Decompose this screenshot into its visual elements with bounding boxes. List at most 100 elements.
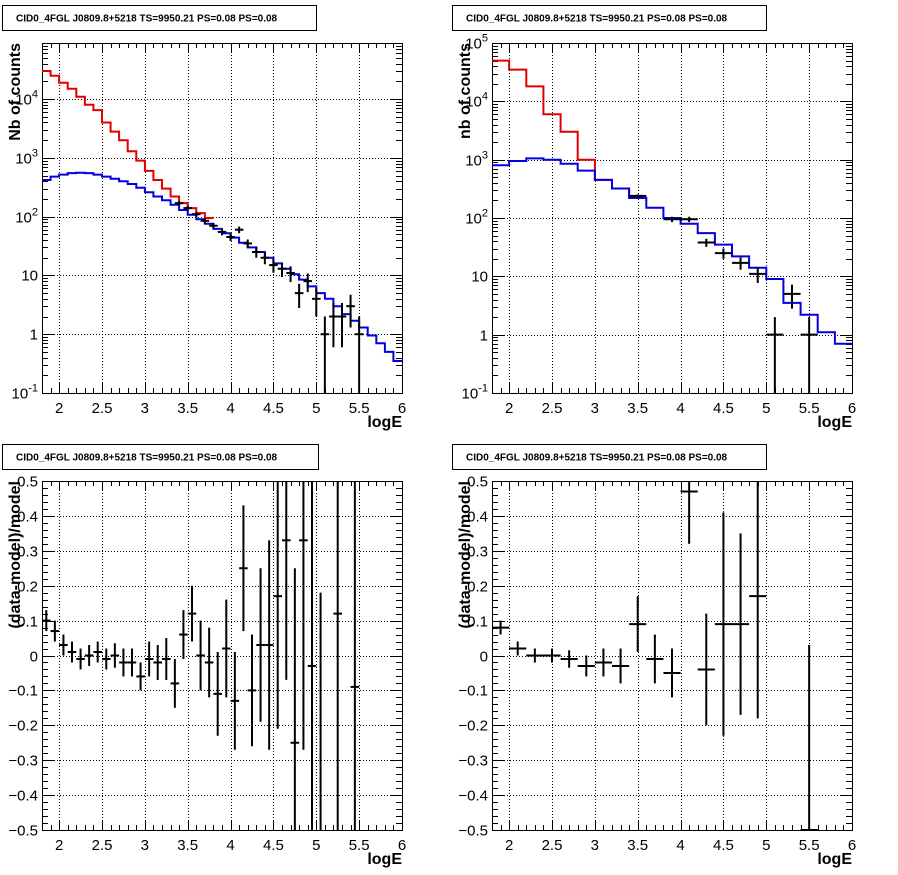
x-tick-label: 4 <box>676 400 684 417</box>
y-tick-label: 0.5 <box>17 474 38 491</box>
x-tick-label: 3.5 <box>627 400 648 417</box>
y-tick-label: 10-1 <box>12 383 38 403</box>
plot-frame <box>42 43 403 394</box>
y-tick-label: 0.3 <box>467 544 488 561</box>
x-tick-label: 4.5 <box>263 837 284 854</box>
y-tick-label: 104 <box>465 91 488 111</box>
x-tick-label: 3 <box>591 837 599 854</box>
y-tick-label: 0.1 <box>467 614 488 631</box>
chart-panel-3: CID0_4FGL J0809.8+5218 TS=9950.21 PS=0.0… <box>2 444 406 868</box>
x-tick-label: 5 <box>762 837 770 854</box>
x-tick-label: 3.5 <box>177 400 198 417</box>
x-tick-label: 4 <box>676 837 684 854</box>
y-tick-label: −0.5 <box>458 823 488 840</box>
x-axis-label: logE <box>367 414 402 431</box>
y-tick-label: −0.4 <box>8 788 38 805</box>
chart-panel-4: CID0_4FGL J0809.8+5218 TS=9950.21 PS=0.0… <box>452 444 856 868</box>
histogram-series-2 <box>42 171 402 362</box>
plot-area <box>42 70 402 393</box>
x-tick-label: 2 <box>505 837 513 854</box>
x-tick-label: 4.5 <box>263 400 284 417</box>
x-tick-label: 5 <box>312 837 320 854</box>
y-tick-label: 0.5 <box>467 474 488 491</box>
x-tick-label: 2.5 <box>542 837 563 854</box>
x-tick-label: 5.5 <box>349 837 370 854</box>
panel-title: CID0_4FGL J0809.8+5218 TS=9950.21 PS=0.0… <box>16 14 278 25</box>
x-tick-label: 2 <box>55 400 63 417</box>
panel-title: CID0_4FGL J0809.8+5218 TS=9950.21 PS=0.0… <box>16 453 278 464</box>
x-axis-label: logE <box>817 414 852 431</box>
y-tick-label: 0 <box>30 649 38 666</box>
y-axis-label: (data-model)/model <box>7 481 24 629</box>
y-tick-label: 10 <box>21 268 38 285</box>
y-tick-label: −0.2 <box>8 718 38 735</box>
y-tick-label: −0.1 <box>458 683 488 700</box>
title-box <box>452 5 767 31</box>
y-tick-label: 103 <box>15 148 38 168</box>
x-axis-label: logE <box>367 851 402 868</box>
x-tick-label: 3 <box>591 400 599 417</box>
y-tick-label: 1 <box>30 327 38 344</box>
histogram-series-2 <box>492 157 852 345</box>
x-tick-label: 4 <box>226 837 234 854</box>
x-tick-label: 2.5 <box>542 400 563 417</box>
y-tick-label: −0.2 <box>458 718 488 735</box>
title-box <box>2 444 319 470</box>
plot-area <box>42 481 360 830</box>
x-tick-label: 4 <box>226 400 234 417</box>
y-tick-label: 105 <box>465 33 488 53</box>
plot-area <box>492 481 818 830</box>
y-tick-label: 102 <box>15 207 38 227</box>
x-tick-label: 3.5 <box>177 837 198 854</box>
y-axis-label: Nb of counts <box>7 43 24 141</box>
y-tick-label: 0 <box>480 649 488 666</box>
y-tick-label: −0.3 <box>8 753 38 770</box>
panel-title: CID0_4FGL J0809.8+5218 TS=9950.21 PS=0.0… <box>466 453 728 464</box>
x-tick-label: 2 <box>55 837 63 854</box>
x-tick-label: 6 <box>398 837 406 854</box>
x-tick-label: 2 <box>505 400 513 417</box>
panel-title: CID0_4FGL J0809.8+5218 TS=9950.21 PS=0.0… <box>466 14 728 25</box>
title-box <box>2 5 317 31</box>
y-axis-label: (data-model)/model <box>457 481 474 629</box>
y-tick-label: 10-1 <box>462 383 488 403</box>
x-tick-label: 2.5 <box>92 837 113 854</box>
chart-panel-2: CID0_4FGL J0809.8+5218 TS=9950.21 PS=0.0… <box>452 5 856 431</box>
x-tick-label: 5 <box>312 400 320 417</box>
y-tick-label: 1 <box>480 328 488 345</box>
y-tick-label: 0.1 <box>17 614 38 631</box>
title-box <box>452 444 767 470</box>
y-tick-label: 0.4 <box>17 509 38 526</box>
x-tick-label: 3 <box>141 400 149 417</box>
x-tick-label: 5.5 <box>799 400 820 417</box>
x-tick-label: 3 <box>141 837 149 854</box>
y-tick-label: 102 <box>465 208 488 228</box>
x-tick-label: 6 <box>398 400 406 417</box>
x-tick-label: 2.5 <box>92 400 113 417</box>
y-tick-label: −0.1 <box>8 683 38 700</box>
x-tick-label: 6 <box>848 837 856 854</box>
x-axis-label: logE <box>817 851 852 868</box>
y-tick-label: 104 <box>15 89 38 109</box>
y-tick-label: −0.4 <box>458 788 488 805</box>
y-tick-label: 10 <box>471 269 488 286</box>
chart-panel-1: CID0_4FGL J0809.8+5218 TS=9950.21 PS=0.0… <box>2 5 406 431</box>
plot-area <box>492 59 852 393</box>
y-tick-label: 0.2 <box>17 579 38 596</box>
y-tick-label: −0.5 <box>8 823 38 840</box>
x-tick-label: 5.5 <box>799 837 820 854</box>
x-tick-label: 4.5 <box>713 837 734 854</box>
y-tick-label: 0.4 <box>467 509 488 526</box>
x-tick-label: 6 <box>848 400 856 417</box>
x-tick-label: 5.5 <box>349 400 370 417</box>
x-tick-label: 3.5 <box>627 837 648 854</box>
histogram-series-1 <box>492 59 647 198</box>
x-tick-label: 5 <box>762 400 770 417</box>
histogram-series-1 <box>42 70 214 219</box>
y-tick-label: −0.3 <box>458 753 488 770</box>
y-tick-label: 103 <box>465 150 488 170</box>
y-tick-label: 0.3 <box>17 544 38 561</box>
y-tick-label: 0.2 <box>467 579 488 596</box>
y-axis-label: nb of counts <box>457 43 474 139</box>
